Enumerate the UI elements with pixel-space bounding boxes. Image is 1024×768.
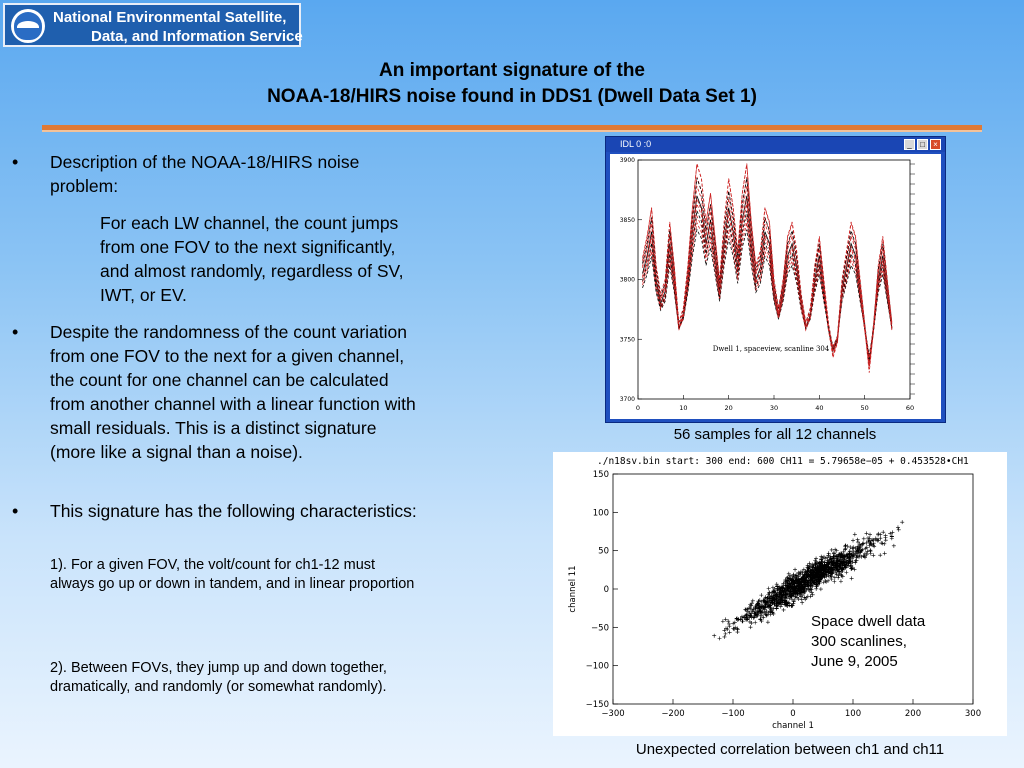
description-detail: For each LW channel, the count jumps fro… (100, 213, 404, 305)
characteristic-2: 2). Between FOVs, they jump up and down … (50, 660, 387, 695)
y-tick-label: 3750 (620, 336, 635, 343)
ch1-ch11-scatter-chart: ./n18sv.bin start: 300 end: 600 CH11 = 5… (568, 456, 981, 731)
channel-series-line (642, 202, 893, 364)
x-tick-label: 200 (905, 709, 921, 719)
x-tick-label: 40 (815, 404, 823, 412)
title-line1: An important signature of the (379, 60, 645, 81)
logo-text-line2: Data, and Information Service (91, 28, 303, 45)
bullet-marker: • (12, 322, 19, 342)
channel-series-line (642, 186, 893, 362)
caption-correlation: Unexpected correlation between ch1 and c… (635, 741, 945, 758)
noaa-emblem-icon (11, 9, 45, 43)
x-tick-label: 300 (965, 709, 981, 719)
y-tick-label: 3900 (620, 157, 635, 164)
x-tick-label: 100 (845, 709, 861, 719)
idl-plot-area: 0 10 20 30 40 50 60 3700 3750 3800 3850 3900 Dwell 1… (610, 154, 941, 419)
x-tick-label: −200 (661, 709, 684, 719)
y-tick-label: 0 (604, 585, 609, 595)
y-tick-label: −100 (586, 662, 609, 672)
y-tick-label: 3800 (620, 277, 635, 284)
characteristic-1: 1). For a given FOV, the volt/count for … (50, 557, 415, 592)
x-tick-label: 30 (770, 404, 778, 412)
y-tick-label: −150 (586, 700, 609, 710)
bullet-randomness: Despite the randomness of the count vari… (50, 322, 416, 462)
y-tick-label: 100 (593, 508, 609, 518)
bullet-marker: • (12, 152, 19, 172)
bullet-characteristics: This signature has the following charact… (50, 501, 417, 521)
x-tick-label: 0 (636, 404, 640, 412)
y-tick-label: 50 (598, 547, 609, 557)
channel-series-line (642, 176, 893, 370)
idl-window-title: IDL 0 :0 (620, 139, 652, 149)
logo-text-line1: National Environmental Satellite, (53, 9, 287, 26)
x-axis-label: channel 1 (772, 721, 814, 731)
x-tick-label: −100 (721, 709, 744, 719)
scatter-annotation: Space dwell data 300 scanlines, June 9, … (811, 613, 926, 670)
y-tick-label: 3700 (620, 396, 635, 403)
channel-series-line (642, 214, 893, 359)
channel-series-line (642, 209, 893, 362)
scatter-header: ./n18sv.bin start: 300 end: 600 CH11 = 5… (597, 456, 969, 467)
idl-window: IDL 0 :0 _ □ × 0 10 20 30 40 50 60 3700 3750 3800… (605, 136, 946, 423)
dwell-line-chart: 0 10 20 30 40 50 60 3700 3750 3800 3850 3900 Dwell 1… (620, 157, 915, 412)
title-divider (42, 125, 982, 132)
channel-series-line (642, 221, 893, 357)
bullet-marker: • (12, 501, 19, 521)
close-icon[interactable]: × (930, 139, 941, 150)
y-tick-label: 150 (593, 470, 609, 480)
x-tick-label: −300 (601, 709, 624, 719)
y-tick-label: 3850 (620, 217, 635, 224)
title-line2: NOAA-18/HIRS noise found in DDS1 (Dwell … (267, 86, 757, 107)
x-tick-label: 0 (790, 709, 795, 719)
caption-samples: 56 samples for all 12 channels (673, 426, 877, 443)
x-tick-label: 20 (725, 404, 733, 412)
idl-titlebar: IDL 0 :0 _ □ × (606, 137, 945, 152)
x-tick-label: 50 (861, 404, 869, 412)
bullet-description: Description of the NOAA-18/HIRS noise pr… (50, 152, 360, 196)
channel-series-line (642, 195, 893, 364)
minimize-icon[interactable]: _ (904, 139, 915, 150)
y-axis-label: channel 11 (568, 565, 578, 612)
nesdis-logo: National Environmental Satellite, Data, … (3, 3, 303, 47)
line-plot-annotation: Dwell 1, spaceview, scanline 304 (713, 345, 830, 353)
x-tick-label: 10 (679, 404, 687, 412)
maximize-icon[interactable]: □ (917, 139, 928, 150)
channel-series-line (642, 198, 893, 367)
scatter-points (712, 520, 905, 641)
channel-series-line (642, 164, 893, 366)
channel-series-line (642, 177, 893, 363)
x-tick-label: 60 (906, 404, 914, 412)
scatter-panel: ./n18sv.bin start: 300 end: 600 CH11 = 5… (553, 452, 1007, 736)
slide-title: An important signature of the NOAA-18/HI… (170, 58, 854, 110)
y-tick-label: −50 (591, 623, 609, 633)
